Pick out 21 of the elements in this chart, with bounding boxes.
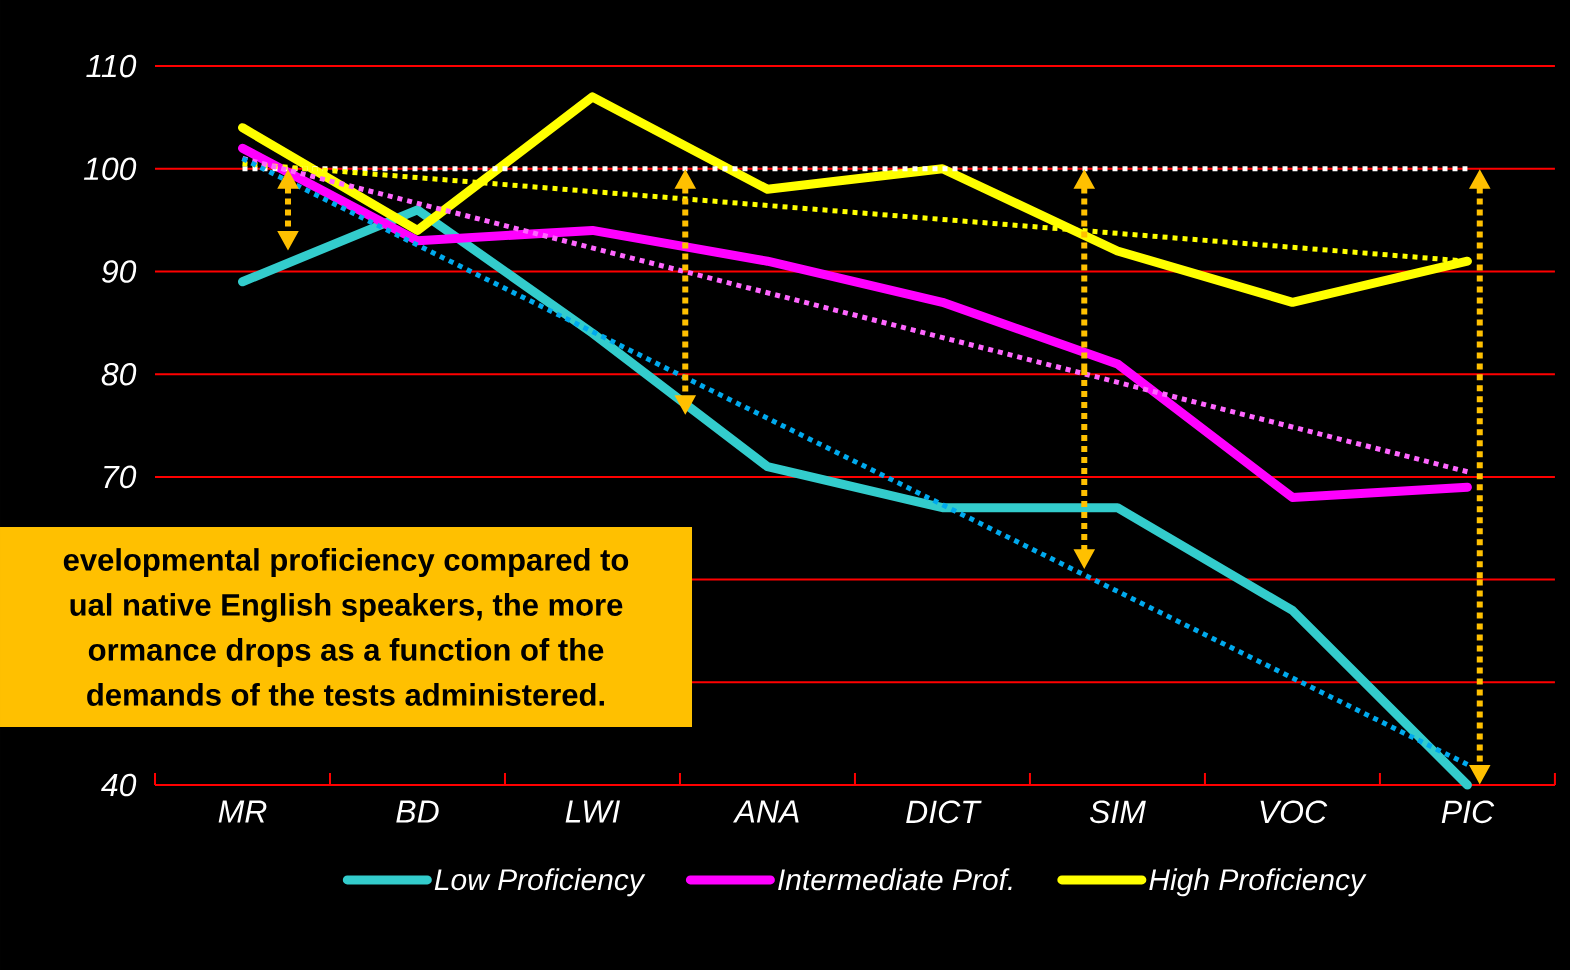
- y-tick-label: 40: [101, 773, 137, 797]
- x-tick-label: VOC: [1260, 800, 1328, 824]
- x-tick-label: DICT: [906, 800, 982, 824]
- x-tick-label: ANA: [732, 800, 799, 823]
- y-tick-label: 90: [101, 260, 137, 283]
- y-tick-label: 100: [83, 157, 137, 181]
- x-tick-label: LWI: [565, 800, 620, 823]
- x-tick-label: SIM: [1089, 800, 1146, 824]
- annotation: ormance drops as a function of the: [88, 638, 604, 668]
- legend-label: High Proficiency: [1149, 868, 1367, 897]
- y-tick-label: 80: [101, 362, 137, 386]
- x-tick-label: MR: [218, 800, 267, 823]
- annotation: demands of the tests administered.: [87, 683, 604, 706]
- y-tick-label: 110: [86, 54, 137, 78]
- legend-label: Intermediate Prof.: [778, 868, 1012, 891]
- y-tick-label: 70: [104, 465, 137, 489]
- x-tick-label: PIC: [1441, 800, 1495, 824]
- annotation: evelopmental proficiency compared to: [63, 548, 629, 578]
- annotation: ual native English speakers, the more: [70, 593, 623, 623]
- legend-label: Low Proficiency: [434, 868, 646, 897]
- x-tick-label: BD: [396, 800, 439, 823]
